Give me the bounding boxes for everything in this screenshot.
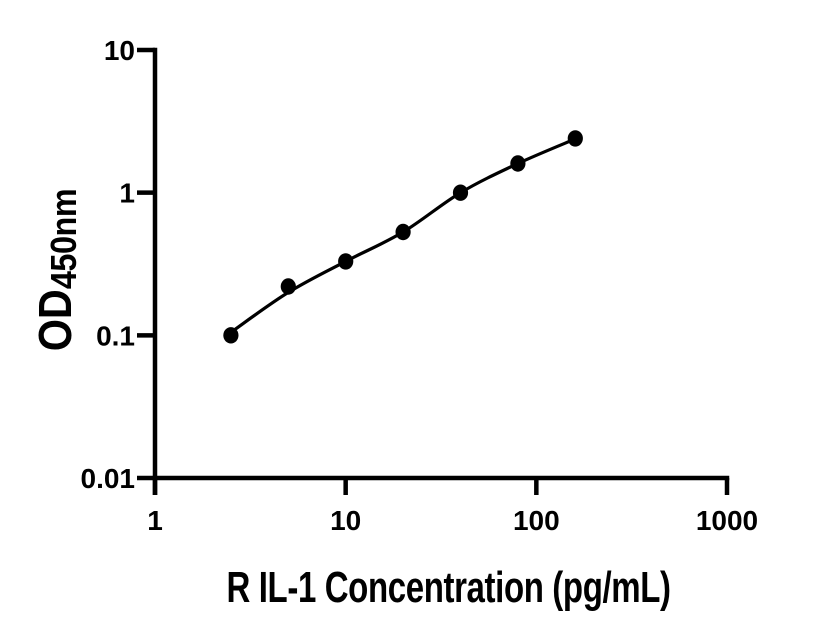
y-tick-label: 0.01 — [81, 463, 136, 494]
data-point — [280, 278, 296, 295]
x-tick-label: 100 — [513, 505, 560, 536]
y-axis-title-main: OD — [29, 289, 81, 352]
x-tick-label: 10 — [330, 505, 361, 536]
y-tick-label: 1 — [119, 178, 135, 209]
y-tick-label: 0.1 — [96, 320, 135, 351]
data-point — [567, 130, 583, 147]
data-point — [452, 184, 469, 201]
y-axis-title-subscript: 450nm — [43, 188, 84, 290]
data-point — [510, 155, 526, 172]
y-tick-label: 10 — [104, 35, 135, 66]
data-point — [223, 327, 239, 344]
x-tick-label: 1 — [147, 505, 163, 536]
data-point — [395, 223, 411, 241]
data-point — [338, 253, 354, 270]
y-axis-title: OD450nm — [23, 126, 87, 414]
x-axis-title: R IL-1 Concentration (pg/mL) — [226, 563, 672, 612]
x-tick-label: 1000 — [696, 505, 758, 536]
